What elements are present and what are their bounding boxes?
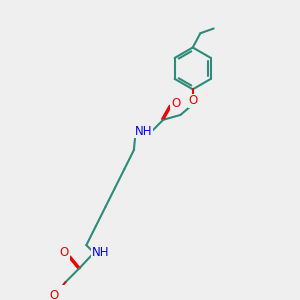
Text: O: O [171,97,180,110]
Text: NH: NH [135,124,152,138]
Text: NH: NH [92,246,109,259]
Text: O: O [188,94,197,107]
Text: O: O [60,246,69,259]
Text: O: O [50,289,59,300]
